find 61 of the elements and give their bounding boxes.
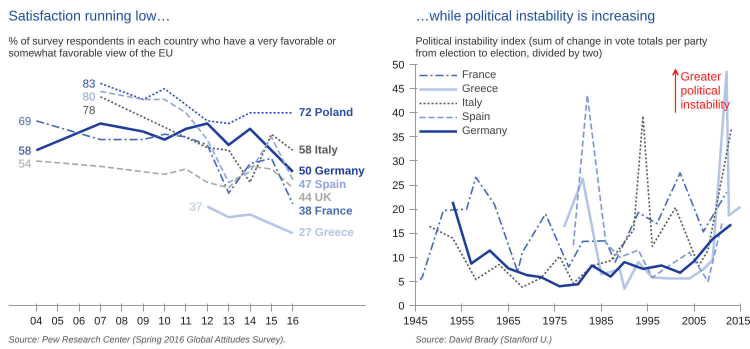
x-tick-label: 1955 [450, 316, 474, 328]
x-tick-label: 1965 [496, 316, 521, 328]
legend-label: France [462, 68, 496, 82]
x-tick-label: 08 [116, 316, 128, 328]
x-tick-label: 15 [265, 316, 278, 328]
x-tick-label: 2005 [682, 316, 706, 328]
text: 27 Greece [298, 227, 354, 240]
line-series [451, 200, 732, 288]
y-tick-label: 40 [392, 108, 405, 120]
x-tick-label: 11 [180, 316, 192, 328]
y-tick-label: 10 [392, 252, 405, 264]
data-label: 78 [82, 104, 96, 117]
text: 47 Spain [298, 178, 346, 191]
data-label: 58 [18, 145, 32, 158]
x-tick-label: 04 [30, 316, 42, 328]
x-tick-label: 06 [72, 316, 86, 328]
source-note: Source: David Brady (Stanford U.) [416, 334, 552, 344]
y-tick-label: 30 [392, 156, 405, 168]
data-label: 83 [82, 78, 96, 90]
x-tick-label: 1945 [403, 316, 428, 328]
data-label: 37 [190, 201, 202, 214]
y-tick-label: 15 [392, 228, 405, 240]
y-tick-label: 45 [392, 84, 405, 96]
chart-title: …while political instability is increasing [416, 8, 656, 24]
x-tick-label: 09 [137, 316, 150, 328]
text: 44 UK [298, 192, 332, 204]
line-series [419, 172, 728, 281]
y-tick-label: 0 [398, 300, 405, 312]
x-tick-label: 1995 [635, 316, 660, 328]
legend-label: Greece [462, 82, 498, 96]
y-tick-label: 25 [392, 180, 405, 192]
legend-label: Italy [462, 96, 482, 110]
x-tick-label: 2015 [726, 316, 750, 328]
x-tick-label: 16 [286, 316, 299, 328]
x-tick-label: 10 [158, 316, 171, 328]
text: 38 France [298, 205, 353, 218]
legend-label: Germany [462, 124, 508, 138]
data-label: 54 [18, 158, 32, 171]
source-note: Source: Pew Research Center (Spring 2016 Global Attitudes Survey). [8, 334, 286, 344]
x-tick-label: 12 [201, 316, 214, 328]
y-tick-label: 5 [398, 276, 405, 288]
x-tick-label: 05 [52, 316, 64, 328]
y-tick-label: 20 [392, 204, 405, 216]
y-tick-label: 35 [392, 132, 405, 144]
legend-label: Spain [462, 110, 490, 124]
x-tick-label: 1985 [588, 316, 614, 328]
chart-title: Satisfaction running low… [8, 8, 170, 24]
chart-subtitle: % of survey respondents in each country who have a very favorable or somewhat favorable view of the EU [8, 36, 336, 60]
x-tick-label: 1975 [542, 316, 568, 328]
y-tick-label: 50 [392, 60, 405, 72]
data-label: 80 [82, 92, 96, 104]
annotation: Greater political instability [680, 69, 730, 112]
text: 58 Italy [298, 144, 338, 156]
data-label: 69 [18, 116, 32, 128]
text: 72 Poland [298, 106, 354, 119]
chart-subtitle: Political instability index (sum of change in vote totals per party from election to election, divided by two) [416, 36, 708, 60]
x-tick-label: 14 [244, 316, 256, 328]
x-tick-label: 13 [222, 316, 235, 328]
text: 50 Germany [298, 166, 365, 178]
line-series [562, 70, 740, 290]
x-tick-label: 07 [94, 316, 107, 328]
